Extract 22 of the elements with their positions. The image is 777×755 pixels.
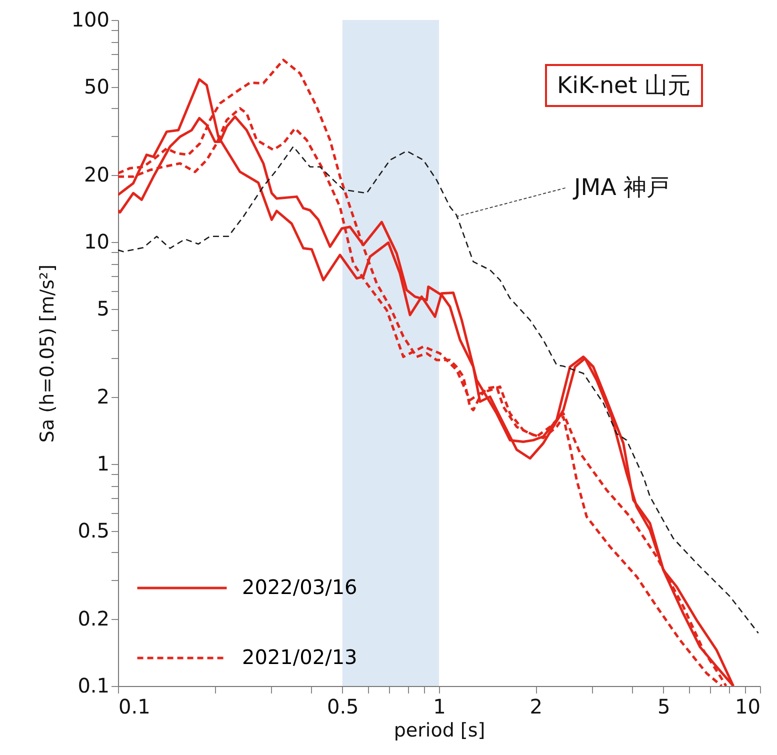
y-tick-label: 2 [96, 384, 110, 409]
x-tick-label: 0.1 [118, 694, 150, 718]
x-tick-label: 10 [735, 694, 760, 718]
x-tick-label: 1 [433, 694, 446, 718]
y-tick-label: 1 [96, 452, 110, 476]
x-axis-title: period [s] [394, 720, 486, 742]
y-tick-label: 20 [84, 162, 110, 187]
y-tick-label: 0.5 [78, 518, 110, 542]
y-tick-label: 0.2 [78, 606, 110, 631]
x-tick-label: 2 [530, 694, 542, 718]
y-tick-label: 100 [71, 8, 110, 32]
x-tick-label: 0.5 [326, 694, 359, 718]
station-label-box: KiK-net 山元 [545, 64, 702, 107]
y-tick-label: 50 [84, 74, 110, 98]
y-tick-label: 5 [96, 296, 110, 320]
y-tick-label: 10 [84, 230, 110, 254]
legend-label: 2021/02/13 [242, 645, 358, 669]
x-tick-label: 5 [658, 694, 670, 718]
y-tick-label: 0.1 [78, 674, 110, 698]
y-axis-title: Sa (h=0.05) [m/s²] [36, 264, 58, 443]
annotation: JMA 神戸 [572, 174, 670, 201]
legend-label: 2022/03/16 [242, 575, 358, 599]
